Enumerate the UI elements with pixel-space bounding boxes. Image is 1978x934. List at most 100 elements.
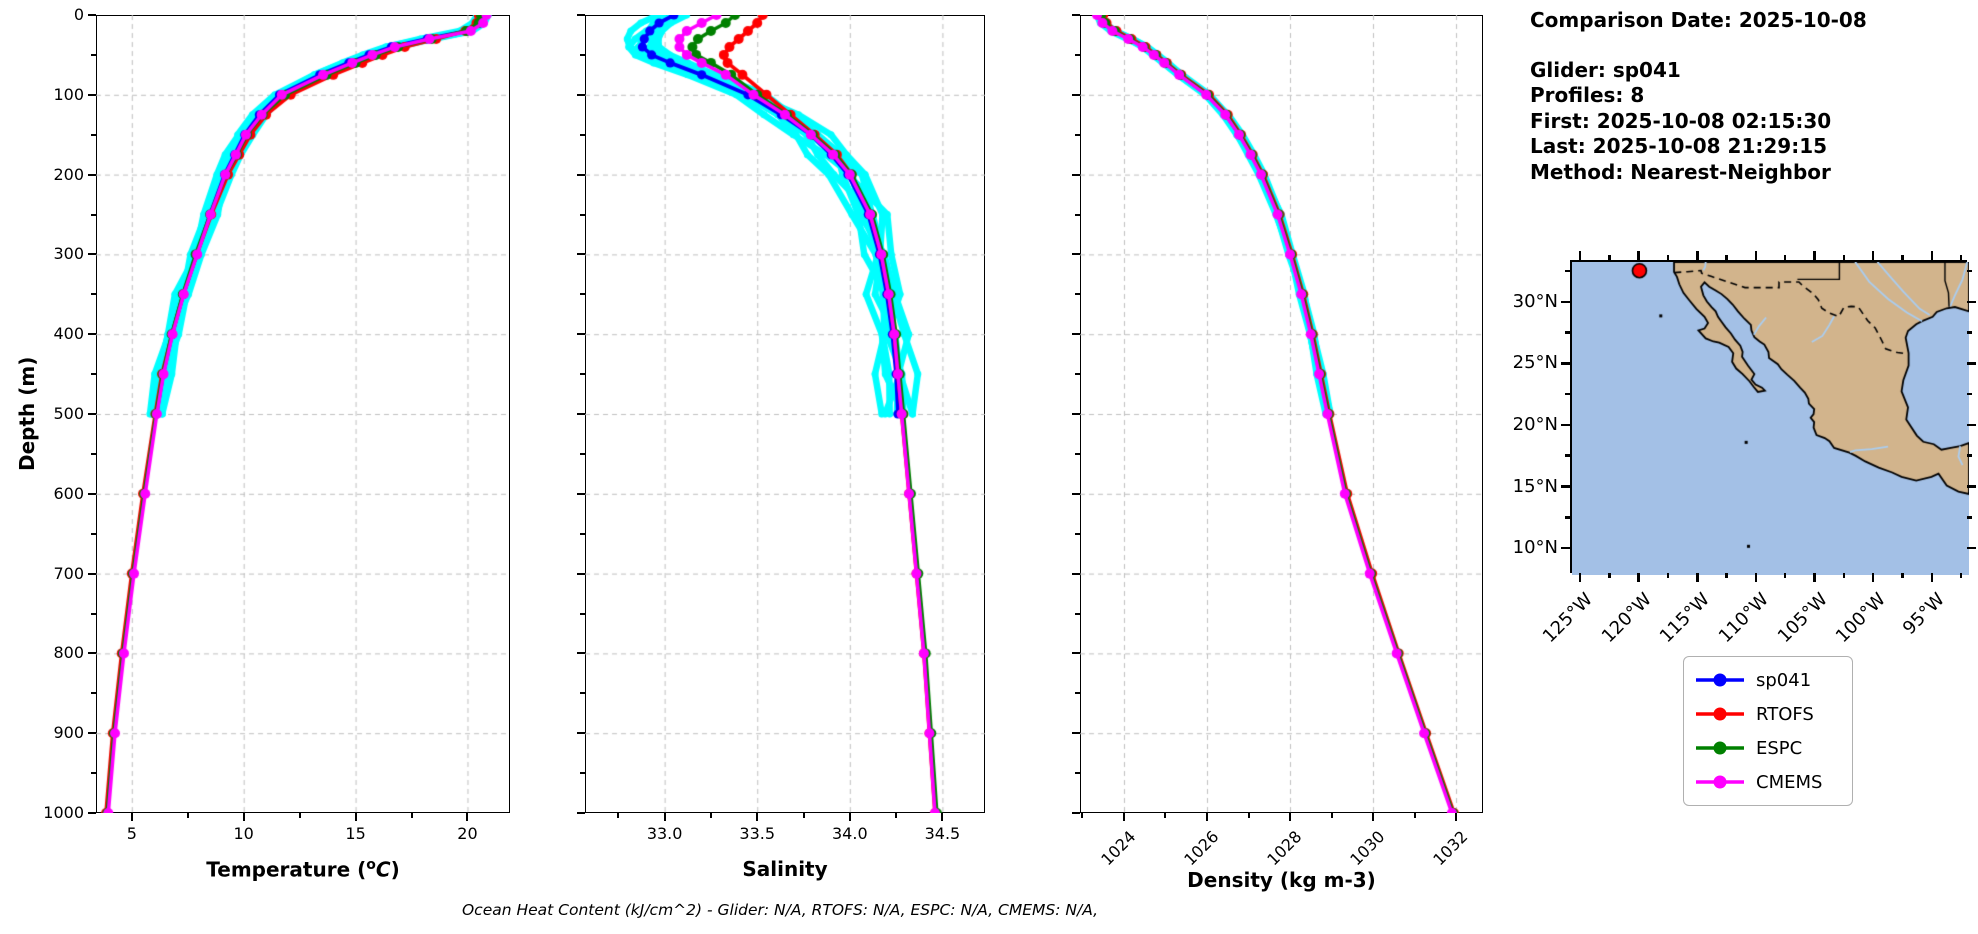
legend: sp041 RTOFS ESPC CMEMS <box>1683 656 1853 806</box>
map-lon-tick <box>1871 573 1875 582</box>
map-lon-tick <box>1637 251 1640 260</box>
x-tick-label: 10 <box>233 824 254 843</box>
last-profile-time: Last: 2025-10-08 21:29:15 <box>1530 134 1828 158</box>
depth-tick-label: 900 <box>53 723 84 743</box>
y-minor-tick <box>91 692 96 695</box>
y-minor-tick <box>1075 293 1080 296</box>
y-minor-tick <box>580 293 585 296</box>
y-minor-tick <box>580 452 585 455</box>
x-minor-tick <box>1164 813 1167 818</box>
map-lat-tick <box>1565 331 1570 334</box>
map-lon-tick <box>1666 255 1670 260</box>
y-minor-tick <box>580 692 585 695</box>
legend-item-cmems: CMEMS <box>1694 765 1842 799</box>
density-axis-label: Density (kg m-3) <box>1187 868 1376 892</box>
y-tick-mark <box>577 732 585 735</box>
y-tick-mark <box>577 652 585 655</box>
legend-swatch-sp041 <box>1696 673 1744 687</box>
info-block: Comparison Date: 2025-10-08 Glider: sp04… <box>1530 8 1867 185</box>
map-lon-label: 125°W <box>1538 589 1597 648</box>
map-lon-label: 105°W <box>1773 589 1832 648</box>
legend-item-rtofs: RTOFS <box>1694 697 1842 731</box>
y-tick-mark <box>1072 93 1080 96</box>
x-minor-tick <box>1081 813 1084 818</box>
y-minor-tick <box>1075 612 1080 615</box>
map-lon-tick <box>1696 573 1699 582</box>
map-lon-tick <box>1754 573 1758 582</box>
salinity-plot-canvas <box>585 15 985 813</box>
y-minor-tick <box>91 53 96 56</box>
map-lon-tick <box>1930 573 1934 582</box>
y-tick-mark <box>88 173 96 176</box>
ohc-footnote: Ocean Heat Content (kJ/cm^2) - Glider: N… <box>461 901 1099 919</box>
y-tick-mark <box>577 572 585 575</box>
y-minor-tick <box>580 213 585 216</box>
map-lat-tick <box>1565 392 1570 396</box>
depth-tick-label: 400 <box>53 324 84 344</box>
y-minor-tick <box>580 53 585 56</box>
y-minor-tick <box>91 373 96 376</box>
y-minor-tick <box>1075 772 1080 775</box>
map-lon-tick <box>1637 573 1640 582</box>
y-minor-tick <box>1075 213 1080 216</box>
x-minor-tick <box>298 813 301 818</box>
legend-label: CMEMS <box>1756 771 1823 793</box>
y-tick-mark <box>88 572 96 575</box>
glider-name: Glider: sp041 <box>1530 57 1681 82</box>
depth-tick-label: 700 <box>53 563 84 583</box>
y-tick-mark <box>88 812 96 814</box>
y-minor-tick <box>91 772 96 775</box>
y-minor-tick <box>580 373 585 376</box>
x-tick-label: 1030 <box>1346 827 1389 870</box>
first-profile-time: First: 2025-10-08 02:15:30 <box>1530 108 1832 133</box>
y-minor-tick <box>580 612 585 615</box>
y-tick-mark <box>577 812 585 814</box>
x-tick-mark <box>848 813 851 821</box>
x-tick-label: 1028 <box>1263 827 1306 870</box>
density-plot-canvas <box>1080 15 1483 813</box>
map-lon-tick <box>1578 251 1582 260</box>
map-lon-tick <box>1842 255 1846 260</box>
temperature-plot-canvas <box>96 15 510 813</box>
map-lon-tick <box>1959 573 1963 578</box>
y-tick-mark <box>1072 173 1080 176</box>
map-lon-tick <box>1578 573 1582 582</box>
map-lon-tick <box>1871 251 1875 260</box>
map-lon-tick <box>1754 251 1758 260</box>
x-tick-mark <box>130 813 133 821</box>
y-tick-mark <box>1072 492 1080 495</box>
interp-method: Method: Nearest-Neighbor <box>1530 159 1831 184</box>
x-minor-tick <box>410 813 413 818</box>
map-lat-tick <box>1967 546 1976 550</box>
y-tick-mark <box>577 253 585 256</box>
map-lon-label: 115°W <box>1656 589 1715 648</box>
map-lat-tick <box>1565 269 1570 273</box>
map-lat-label: 20°N <box>1512 413 1558 435</box>
y-tick-mark <box>577 492 585 495</box>
y-minor-tick <box>91 133 96 136</box>
map-lon-tick <box>1901 255 1904 260</box>
x-tick-mark <box>1455 813 1458 821</box>
legend-swatch-espc <box>1696 741 1744 755</box>
x-tick-mark <box>242 813 245 821</box>
y-tick-mark <box>1072 572 1080 575</box>
y-tick-mark <box>577 413 585 415</box>
legend-label: RTOFS <box>1756 703 1814 725</box>
map-lat-tick <box>1967 516 1972 519</box>
map-lon-tick <box>1783 255 1787 260</box>
legend-item-espc: ESPC <box>1694 731 1842 765</box>
depth-tick-label: 300 <box>53 244 84 264</box>
x-minor-tick <box>1330 813 1333 818</box>
x-tick-mark <box>756 813 759 821</box>
map-lon-label: 120°W <box>1597 589 1656 648</box>
map-lon-tick <box>1725 573 1728 578</box>
y-minor-tick <box>91 452 96 455</box>
x-tick-mark <box>663 813 666 821</box>
temperature-axis-label: Temperature (oC) <box>206 857 400 882</box>
map-lat-tick <box>1561 485 1570 488</box>
map-lat-label: 10°N <box>1512 537 1558 559</box>
legend-item-sp041: sp041 <box>1694 663 1842 697</box>
y-tick-mark <box>88 732 96 735</box>
map-lat-tick <box>1561 300 1570 304</box>
y-tick-mark <box>88 253 96 256</box>
